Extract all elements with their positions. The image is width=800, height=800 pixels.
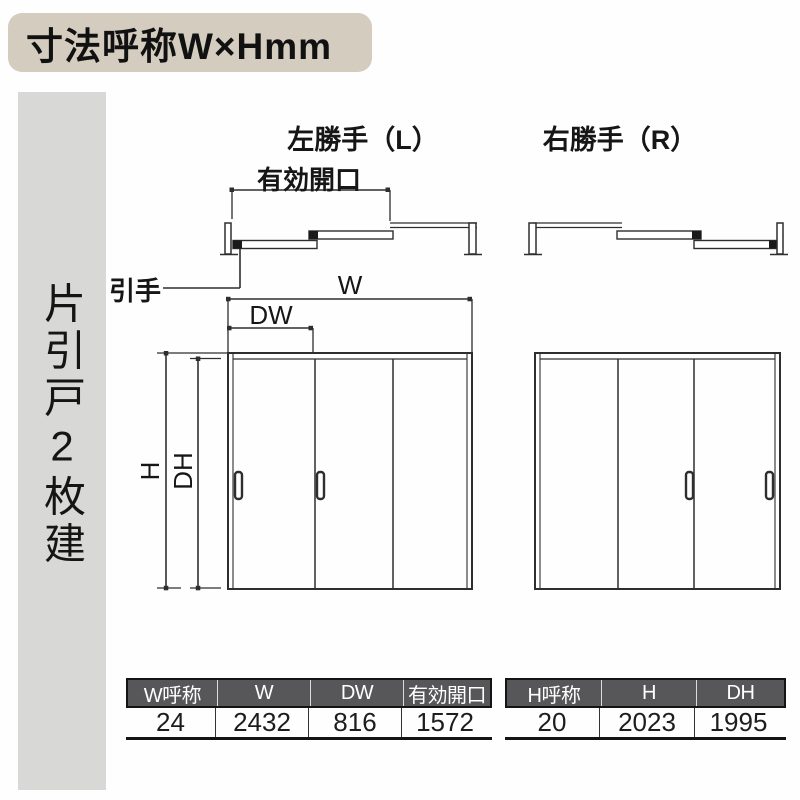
height-table-value: 2023 xyxy=(600,707,695,737)
sidebar-label: 片引戸2枚建 xyxy=(38,281,86,569)
width-table-header: W呼称 xyxy=(128,680,218,707)
width-table-value: 24 xyxy=(126,707,216,737)
pull-handle-label: 引手 xyxy=(109,276,162,306)
w-dimension-label: W xyxy=(337,270,363,300)
width-table-value: 2432 xyxy=(216,707,309,737)
width-table-value: 1572 xyxy=(416,707,474,737)
effective-opening-label: 有効開口 xyxy=(257,165,362,195)
width-table-header: 有効開口 xyxy=(408,684,487,707)
width-table-header: DW xyxy=(311,680,404,706)
page-title: 寸法呼称W×Hmm xyxy=(26,25,333,67)
elevation-right xyxy=(534,352,781,590)
plan-view-right xyxy=(524,222,788,256)
height-table-header: DH xyxy=(726,681,755,704)
dimensions-left xyxy=(226,296,473,353)
h-dimension-label: H xyxy=(134,461,165,481)
width-table: W呼称 W DW 有効開口 24 2432 816 1572 xyxy=(126,678,492,740)
elevation-left xyxy=(157,351,473,591)
width-table-header-row: W呼称 W DW 有効開口 xyxy=(126,678,492,708)
height-table-header: H呼称 xyxy=(507,680,602,707)
sidebar: 片引戸2枚建 xyxy=(18,92,106,790)
width-table-value-row: 24 2432 816 1572 xyxy=(126,707,492,740)
plan-view-left xyxy=(163,187,482,289)
dw-dimension-label: DW xyxy=(249,300,293,330)
width-table-header: W xyxy=(218,680,311,706)
width-table-value: 816 xyxy=(309,707,402,737)
height-table-header-row: H呼称 H DH xyxy=(505,678,786,708)
height-table: H呼称 H DH 20 2023 1995 xyxy=(505,678,786,740)
right-diagram-title: 右勝手（R） xyxy=(542,125,698,155)
height-table-header: H xyxy=(602,680,697,706)
height-table-value: 20 xyxy=(505,707,600,737)
height-table-value-row: 20 2023 1995 xyxy=(505,707,786,740)
left-diagram-title: 左勝手（L） xyxy=(287,125,439,155)
title-box: 寸法呼称W×Hmm xyxy=(8,13,372,72)
dh-dimension-label: DH xyxy=(167,452,198,490)
height-table-value: 1995 xyxy=(709,707,768,737)
